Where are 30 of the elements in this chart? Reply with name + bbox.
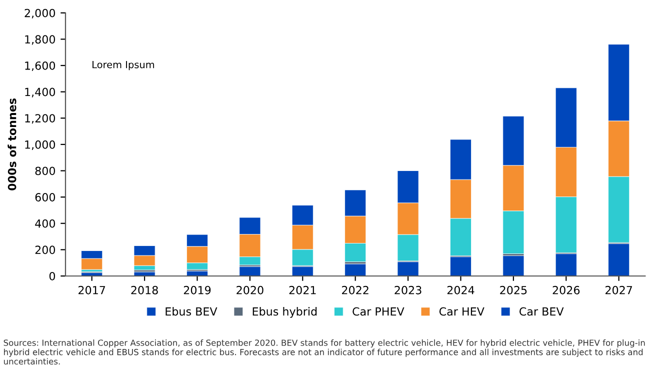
x-tick-label: 2018 (131, 286, 158, 294)
x-tick-label: 2026 (552, 286, 580, 294)
legend-label: Car BEV (520, 307, 564, 316)
y-tick-label: 200 (35, 246, 56, 254)
legend-label: Ebus BEV (166, 307, 218, 316)
x-tick-label: 2025 (500, 286, 527, 294)
source-note: Sources: International Copper Association, as of September 2020. BEV stands for battery electric vehicle, HEV for hybrid electric vehicle, PHEV for plug-in hybrid electric vehicle and EBUS stands for electric bus. Forecasts are not an indicator of future performance and all investments are subject to risks and uncertainties. (4, 339, 645, 365)
y-tick-label: 400 (35, 219, 56, 228)
x-tick-label: 2023 (394, 286, 422, 294)
y-tick-label: 1,600 (25, 61, 56, 72)
annotation: Lorem Ipsum (92, 61, 154, 70)
legend-label: Car PHEV (352, 307, 404, 316)
y-tick-label: 2,000 (24, 8, 56, 18)
x-tick-label: 2022 (342, 286, 368, 294)
y-tick-label: 1,800 (25, 35, 56, 45)
y-tick-label: 600 (35, 193, 56, 202)
y-tick-label: 0 (49, 272, 56, 280)
x-tick-label: 2021 (289, 286, 316, 294)
x-tick-label: 2019 (184, 286, 211, 294)
x-tick-label: 2024 (447, 286, 474, 294)
x-tick-label: 2027 (606, 286, 632, 294)
y-tick-label: 1,200 (25, 114, 56, 124)
x-tick-label: 2017 (78, 286, 106, 294)
legend-label: Ebus hybrid (252, 307, 317, 318)
y-tick-label: 1,400 (25, 88, 56, 98)
y-axis-title: 000s of tonnes (8, 98, 16, 190)
y-tick-label: 800 (35, 166, 56, 176)
y-tick-label: 1,000 (25, 140, 56, 150)
x-tick-label: 2020 (236, 286, 264, 294)
legend-label: Car HEV (439, 307, 484, 316)
